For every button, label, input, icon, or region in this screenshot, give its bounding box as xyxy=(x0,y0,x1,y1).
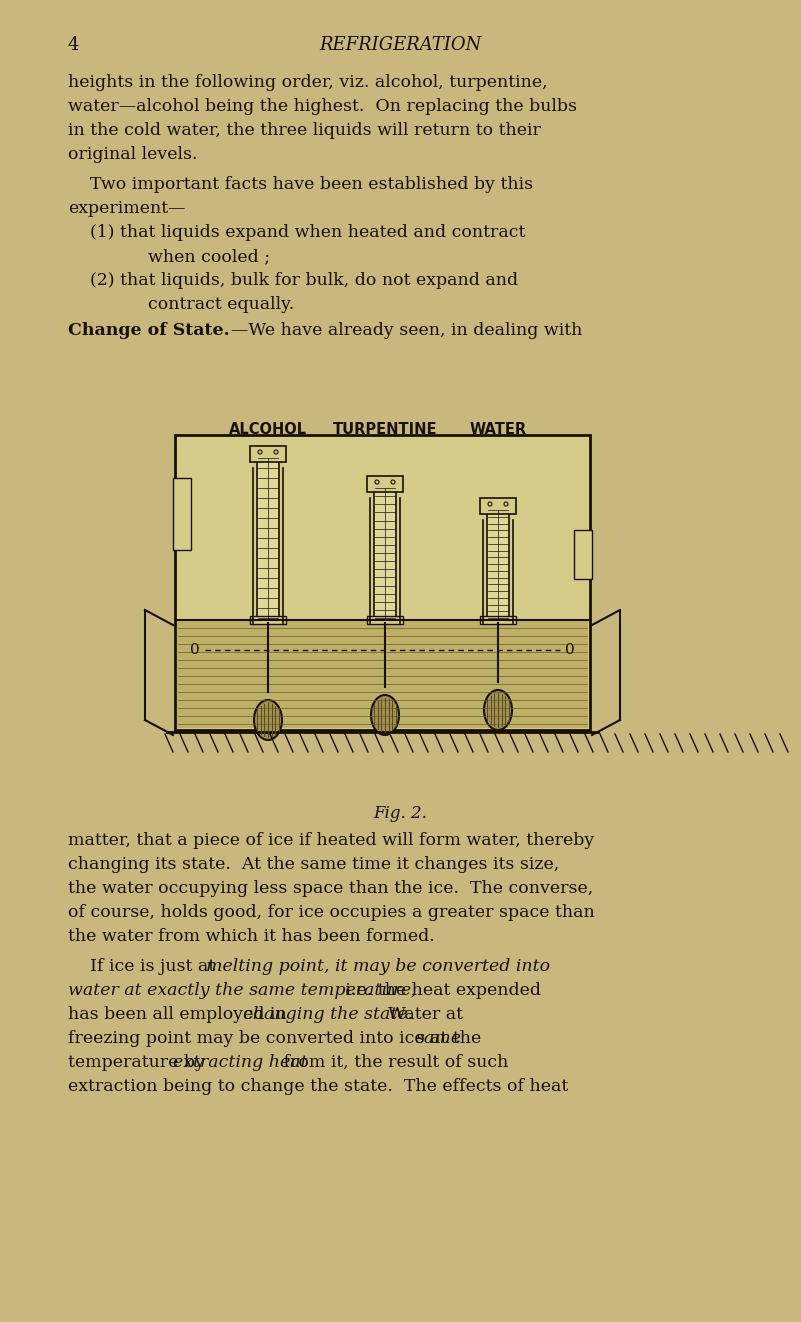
Text: ALCOHOL: ALCOHOL xyxy=(229,422,307,438)
Text: the water from which it has been formed.: the water from which it has been formed. xyxy=(68,928,435,945)
Text: from it, the result of such: from it, the result of such xyxy=(278,1054,509,1071)
Text: (2) that liquids, bulk for bulk, do not expand and: (2) that liquids, bulk for bulk, do not … xyxy=(90,272,518,290)
Circle shape xyxy=(488,502,492,506)
Text: water at exactly the same temperature,: water at exactly the same temperature, xyxy=(68,982,417,999)
Text: has been all employed in: has been all employed in xyxy=(68,1006,292,1023)
Ellipse shape xyxy=(254,701,282,740)
Text: when cooled ;: when cooled ; xyxy=(148,249,270,264)
Text: experiment—: experiment— xyxy=(68,200,186,217)
Bar xyxy=(250,446,286,461)
Text: Two important facts have been established by this: Two important facts have been establishe… xyxy=(90,176,533,193)
Circle shape xyxy=(258,449,262,453)
Text: Fig. 2.: Fig. 2. xyxy=(373,805,427,822)
Text: the water occupying less space than the ice.  The converse,: the water occupying less space than the … xyxy=(68,880,594,898)
Text: 4: 4 xyxy=(68,36,79,54)
Bar xyxy=(257,457,279,617)
Text: same: same xyxy=(416,1030,462,1047)
Text: Water at: Water at xyxy=(377,1006,463,1023)
Circle shape xyxy=(391,480,395,484)
Text: heights in the following order, viz. alcohol, turpentine,: heights in the following order, viz. alc… xyxy=(68,74,548,91)
Bar xyxy=(177,620,588,728)
Text: melting point, it may be converted into: melting point, it may be converted into xyxy=(206,958,550,976)
Text: (1) that liquids expand when heated and contract: (1) that liquids expand when heated and … xyxy=(90,223,525,241)
Bar xyxy=(175,435,590,730)
Text: TURPENTINE: TURPENTINE xyxy=(332,422,437,438)
Text: original levels.: original levels. xyxy=(68,145,198,163)
Ellipse shape xyxy=(484,690,512,730)
Circle shape xyxy=(375,480,379,484)
Text: If ice is just at: If ice is just at xyxy=(90,958,220,976)
Text: contract equally.: contract equally. xyxy=(148,296,294,313)
Text: i.e. the heat expended: i.e. the heat expended xyxy=(340,982,541,999)
Text: Change of State.: Change of State. xyxy=(68,323,230,338)
Ellipse shape xyxy=(371,695,399,735)
Text: freezing point may be converted into ice at the: freezing point may be converted into ice… xyxy=(68,1030,487,1047)
Text: 0: 0 xyxy=(190,642,200,657)
Bar xyxy=(173,479,191,550)
Circle shape xyxy=(274,449,278,453)
Text: extraction being to change the state.  The effects of heat: extraction being to change the state. Th… xyxy=(68,1077,568,1095)
Bar xyxy=(367,476,403,492)
Text: —We have already seen, in dealing with: —We have already seen, in dealing with xyxy=(231,323,582,338)
Text: 0: 0 xyxy=(566,642,575,657)
Bar xyxy=(487,510,509,617)
Text: in the cold water, the three liquids will return to their: in the cold water, the three liquids wil… xyxy=(68,122,541,139)
Bar xyxy=(374,488,396,617)
Bar xyxy=(480,498,516,514)
Bar xyxy=(250,616,286,624)
Bar xyxy=(480,616,516,624)
Bar xyxy=(367,616,403,624)
Text: WATER: WATER xyxy=(469,422,526,438)
Text: of course, holds good, for ice occupies a greater space than: of course, holds good, for ice occupies … xyxy=(68,904,595,921)
Text: water—alcohol being the highest.  On replacing the bulbs: water—alcohol being the highest. On repl… xyxy=(68,98,577,115)
Text: REFRIGERATION: REFRIGERATION xyxy=(319,36,481,54)
Text: extracting heat: extracting heat xyxy=(173,1054,308,1071)
Text: changing its state.  At the same time it changes its size,: changing its state. At the same time it … xyxy=(68,857,559,873)
Circle shape xyxy=(504,502,508,506)
Text: changing the state.: changing the state. xyxy=(243,1006,413,1023)
Text: temperature by: temperature by xyxy=(68,1054,211,1071)
Text: matter, that a piece of ice if heated will form water, thereby: matter, that a piece of ice if heated wi… xyxy=(68,832,594,849)
Bar xyxy=(574,530,592,579)
